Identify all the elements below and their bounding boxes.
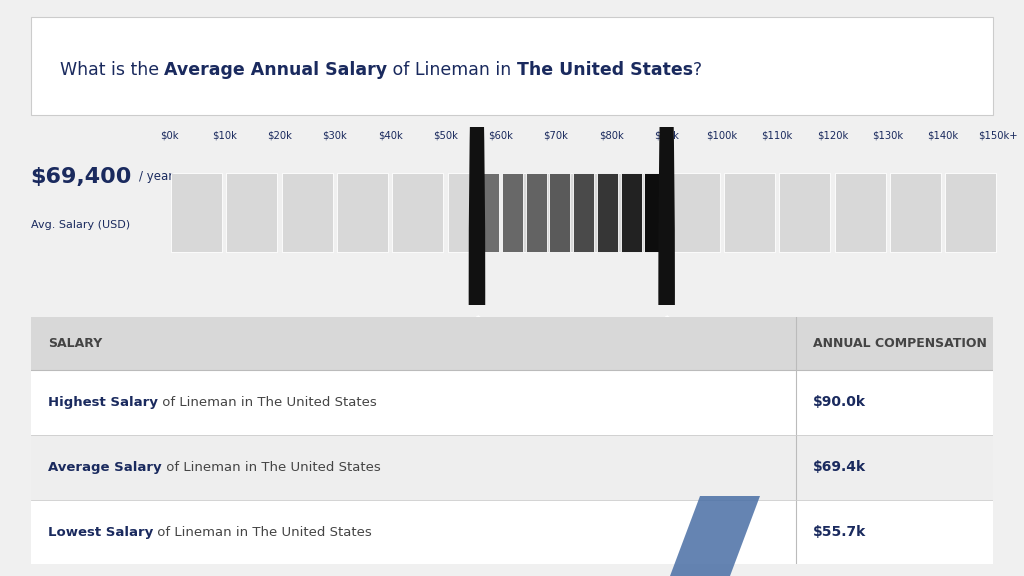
Text: of Lineman in: of Lineman in [387,61,517,79]
Bar [502,173,523,252]
Bar [337,173,388,252]
Bar [644,173,666,252]
Text: Lowest Salary: Lowest Salary [48,525,154,539]
Text: $69,400: $69,400 [31,166,132,187]
Text: $100k: $100k [707,130,737,141]
Ellipse shape [658,0,675,576]
Bar [597,173,617,252]
Bar [478,173,500,252]
Polygon shape [670,496,760,576]
Bar [282,173,333,252]
Bar [31,370,993,435]
Text: $60k: $60k [488,130,513,141]
Text: $55.7k: $55.7k [813,525,866,539]
Text: Average Salary: Average Salary [48,461,162,474]
Text: $140k: $140k [928,130,958,141]
Bar [525,173,547,252]
Text: $10k: $10k [212,130,237,141]
Text: Avg. Salary (USD): Avg. Salary (USD) [31,220,130,230]
Bar [31,499,993,564]
Text: / year: / year [138,170,173,183]
Text: ?: ? [693,61,702,79]
Bar [779,173,830,252]
Text: $: $ [664,315,670,324]
Text: $90.0k: $90.0k [813,396,866,410]
Text: $20k: $20k [267,130,292,141]
Bar [669,173,720,252]
FancyBboxPatch shape [31,17,993,115]
Bar [890,173,941,252]
Text: $70k: $70k [544,130,568,141]
Bar [724,173,775,252]
Text: of Lineman in The United States: of Lineman in The United States [162,461,381,474]
Bar [613,173,665,252]
Text: $50k: $50k [433,130,458,141]
Bar [550,173,570,252]
Ellipse shape [469,0,485,576]
Text: Highest Salary: Highest Salary [48,396,158,409]
Bar [503,173,554,252]
Bar [945,173,996,252]
Text: $69.4k: $69.4k [813,460,866,474]
Bar [558,173,609,252]
Bar [621,173,641,252]
Bar [573,173,594,252]
Bar [392,173,443,252]
Bar [31,435,993,499]
Text: ANNUAL COMPENSATION: ANNUAL COMPENSATION [813,337,987,350]
Text: $130k: $130k [872,130,903,141]
Bar [447,173,499,252]
Text: $80k: $80k [599,130,624,141]
Text: of Lineman in The United States: of Lineman in The United States [158,396,377,409]
Text: $0k: $0k [160,130,178,141]
Text: $90k: $90k [654,130,679,141]
Text: $110k: $110k [762,130,793,141]
Bar [835,173,886,252]
Text: $: $ [474,315,480,324]
Bar [31,317,993,370]
Text: $30k: $30k [323,130,347,141]
Text: Average Annual Salary: Average Annual Salary [164,61,387,79]
Text: SALARY: SALARY [48,337,102,350]
Text: The United States: The United States [517,61,693,79]
Bar [226,173,278,252]
Text: $150k+: $150k+ [979,130,1018,141]
Text: $40k: $40k [378,130,402,141]
Text: of Lineman in The United States: of Lineman in The United States [154,525,372,539]
Text: $120k: $120k [817,130,848,141]
Text: What is the: What is the [59,61,164,79]
Bar [171,173,222,252]
